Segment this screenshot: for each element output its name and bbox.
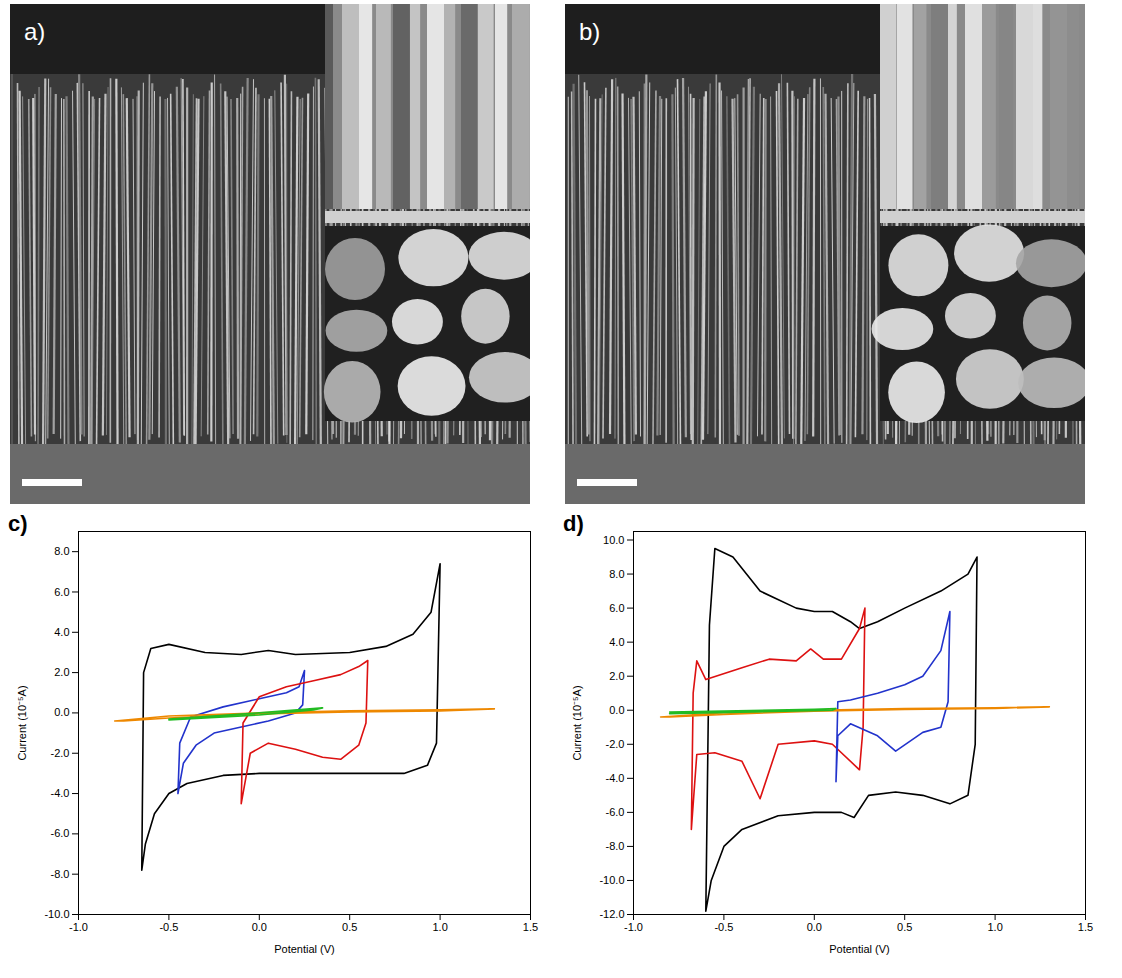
svg-text:Current (10⁻⁵A): Current (10⁻⁵A) [16,685,28,760]
svg-text:1.0: 1.0 [432,921,447,933]
svg-text:1.5: 1.5 [1078,921,1093,933]
svg-text:Current (10⁻⁵A): Current (10⁻⁵A) [571,685,583,760]
svg-text:Potential (V): Potential (V) [274,943,335,955]
svg-text:0.0: 0.0 [54,706,69,718]
svg-text:-6.0: -6.0 [51,827,70,839]
svg-text:-10.0: -10.0 [599,874,624,886]
svg-text:-4.0: -4.0 [606,772,625,784]
svg-text:-8.0: -8.0 [606,840,625,852]
svg-text:4.0: 4.0 [54,626,69,638]
svg-text:0.0: 0.0 [807,921,822,933]
svg-text:0.5: 0.5 [897,921,912,933]
svg-text:2.0: 2.0 [54,666,69,678]
svg-text:6.0: 6.0 [54,585,69,597]
svg-text:-1.0: -1.0 [69,921,88,933]
html-text:c): c) [8,511,28,536]
svg-text:1.5: 1.5 [523,921,538,933]
svg-text:2.0: 2.0 [609,670,624,682]
svg-text:0.5: 0.5 [342,921,357,933]
svg-text:-6.0: -6.0 [606,806,625,818]
html-text:d): d) [563,511,584,536]
svg-text:a): a) [24,18,45,45]
svg-text:1.0: 1.0 [987,921,1002,933]
svg-text:-0.5: -0.5 [714,921,733,933]
svg-text:-1.0: -1.0 [624,921,643,933]
svg-text:0.0: 0.0 [609,704,624,716]
svg-text:-2.0: -2.0 [51,747,70,759]
svg-text:-12.0: -12.0 [599,908,624,920]
svg-text:-4.0: -4.0 [51,787,70,799]
svg-text:8.0: 8.0 [609,568,624,580]
svg-text:-10.0: -10.0 [44,908,69,920]
svg-text:b): b) [579,18,600,45]
svg-text:10.0: 10.0 [603,534,624,546]
svg-text:-8.0: -8.0 [51,868,70,880]
svg-text:-2.0: -2.0 [606,738,625,750]
svg-text:4.0: 4.0 [609,636,624,648]
svg-text:0.0: 0.0 [252,921,267,933]
svg-text:-0.5: -0.5 [159,921,178,933]
svg-text:Potential (V): Potential (V) [829,943,890,955]
svg-text:6.0: 6.0 [609,602,624,614]
svg-text:8.0: 8.0 [54,545,69,557]
